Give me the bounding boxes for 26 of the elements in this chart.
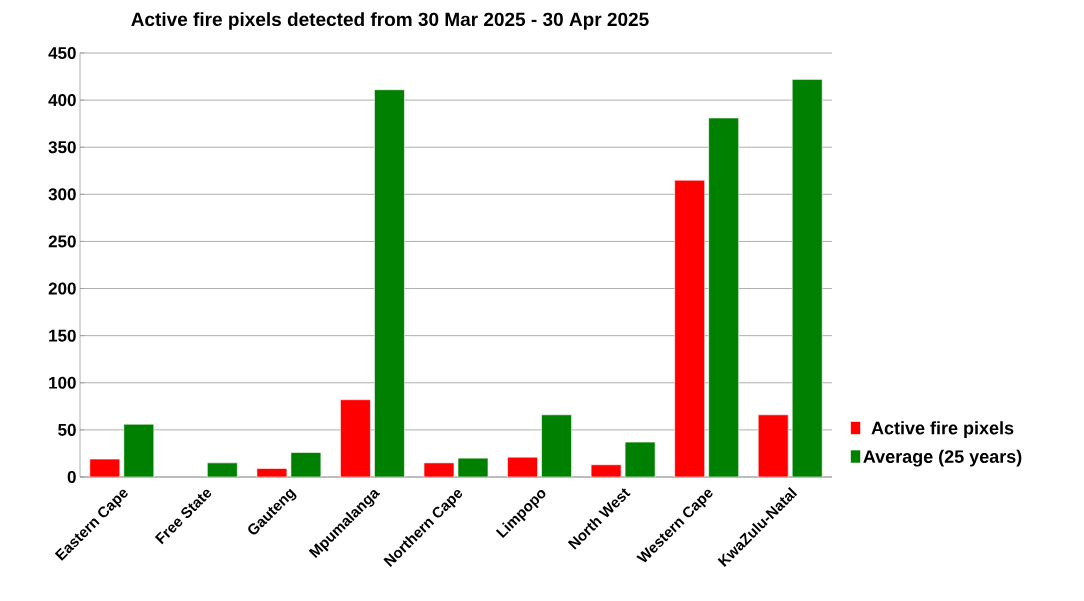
chart-title: Active fire pixels detected from 30 Mar 2025 - 30 Apr 2025 (131, 12, 649, 30)
y-tick-label: 200 (48, 282, 76, 295)
bar (256, 468, 288, 477)
bar (541, 414, 572, 477)
y-tick-label: 100 (49, 376, 76, 389)
y-tick-label: 400 (48, 94, 76, 107)
bar (423, 462, 455, 477)
bar (374, 89, 405, 477)
y-tick-label: 150 (49, 329, 76, 342)
y-tick-label: 300 (48, 188, 76, 201)
bar (757, 414, 789, 477)
legend-label: Active fire pixels (871, 421, 1014, 438)
legend-label: Average (25 years) (863, 449, 1022, 467)
y-tick-label: 0 (67, 470, 76, 484)
bar (674, 179, 705, 477)
bar (340, 399, 371, 477)
bar (590, 464, 622, 477)
y-tick-label: 50 (58, 423, 76, 436)
bar (123, 423, 155, 477)
bar (791, 79, 823, 477)
bar (507, 456, 538, 477)
y-tick-label: 450 (48, 46, 76, 60)
bar (708, 117, 739, 477)
y-tick-label: 350 (48, 141, 76, 154)
y-tick-label: 250 (48, 235, 76, 248)
bar (89, 458, 121, 477)
